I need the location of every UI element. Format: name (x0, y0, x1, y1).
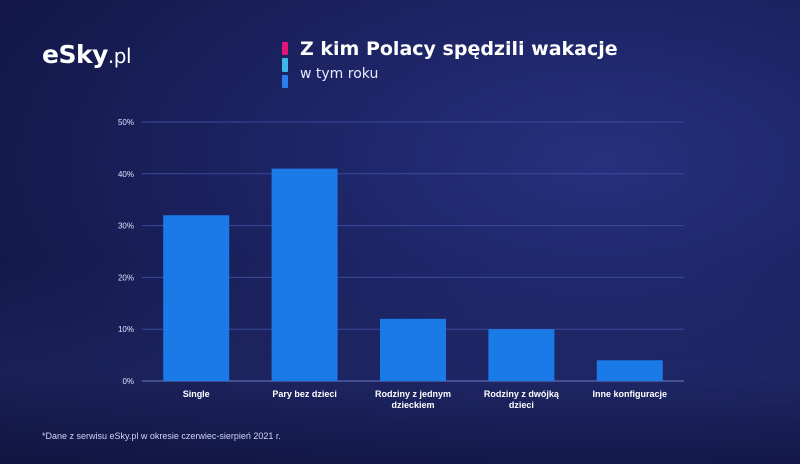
accent-cyan (282, 58, 288, 72)
y-tick-label: 30% (118, 222, 134, 231)
esky-logo: eSky.pl (42, 40, 132, 69)
y-tick-label: 20% (118, 273, 134, 282)
accent-blue (282, 74, 288, 88)
y-tick-label: 40% (118, 170, 134, 179)
category-label: dzieckiem (391, 400, 434, 410)
category-label: Pary bez dzieci (272, 389, 337, 399)
category-label: Inne konfiguracje (593, 389, 668, 399)
chart-subtitle: w tym roku (300, 66, 379, 82)
logo-tld: .pl (107, 44, 132, 68)
bar (488, 329, 555, 381)
y-tick-label: 50% (118, 118, 134, 127)
chart-title: Z kim Polacy spędzili wakacje (300, 38, 618, 60)
footnote: *Dane z serwisu eSky.pl w okresie czerwi… (42, 431, 281, 441)
category-label: Rodziny z jednym (375, 389, 451, 399)
accent-pink (282, 42, 288, 56)
category-label: Rodziny z dwójką (484, 389, 560, 399)
category-label: Single (183, 389, 210, 399)
bar (596, 360, 663, 381)
y-tick-label: 0% (122, 377, 134, 386)
logo-brand: eSky (42, 40, 108, 69)
y-tick-label: 10% (118, 325, 134, 334)
category-label: dzieci (509, 400, 534, 410)
bar (163, 215, 230, 381)
bar (271, 168, 338, 381)
bar (380, 318, 446, 381)
title-accent-bar (282, 42, 288, 88)
